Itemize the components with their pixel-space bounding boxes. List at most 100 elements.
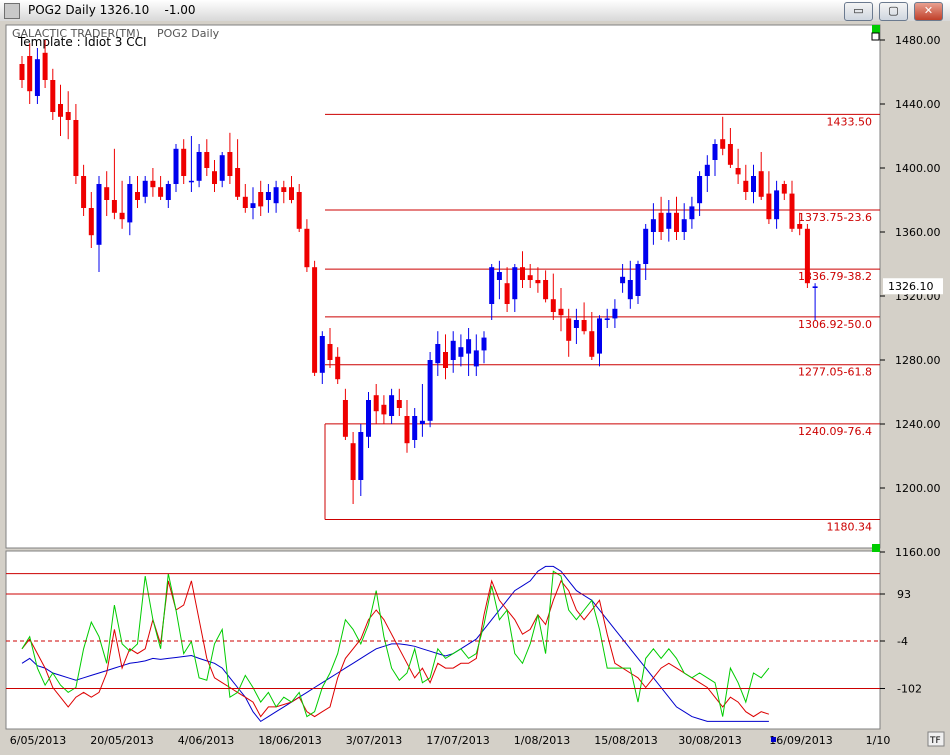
candle-body	[73, 120, 79, 176]
fib-label: 1373.75-23.6	[798, 211, 872, 224]
candle-body	[766, 193, 772, 220]
candle-body	[804, 228, 810, 284]
template-label: Template : Idiot 3 CCI	[17, 35, 147, 49]
date-label: 17/07/2013	[426, 734, 489, 747]
candle-body	[81, 176, 87, 208]
candle-body	[781, 184, 787, 194]
candle-body	[419, 420, 425, 424]
candle-body	[196, 152, 202, 181]
fib-label: 1306.92-50.0	[798, 318, 872, 331]
candle-body	[650, 219, 656, 232]
app-icon[interactable]	[4, 3, 20, 19]
candle-body	[366, 400, 371, 437]
candle-body	[797, 224, 803, 229]
candle-body	[712, 144, 718, 160]
candle-body	[296, 192, 302, 229]
candle-body	[19, 64, 25, 80]
candle-body	[735, 168, 741, 175]
scroll-marker[interactable]	[771, 737, 776, 742]
price-tick-label: 1440.00	[895, 98, 941, 111]
candle-body	[381, 404, 387, 415]
close-button[interactable]: ✕	[914, 2, 943, 21]
candle-body	[235, 168, 241, 197]
candle-body	[789, 193, 795, 229]
candle-body	[96, 184, 102, 245]
candle-body	[304, 228, 310, 268]
candle-body	[373, 395, 379, 412]
cci-tick-label: -102	[897, 682, 922, 695]
fib-levels: 1433.50 1373.75-23.6 1336.79-38.2 1306.92-5…	[324, 113, 880, 533]
pane-toggle-icon[interactable]	[871, 32, 880, 41]
date-label: 1/08/2013	[514, 734, 570, 747]
candle-body	[643, 228, 649, 264]
pane-marker[interactable]	[872, 25, 880, 33]
cci-tick-label: -4	[897, 635, 908, 648]
price-tick-label: 1240.00	[895, 418, 941, 431]
candle-body	[520, 267, 525, 280]
candle-body	[289, 187, 294, 200]
candle-body	[342, 400, 348, 437]
cci-tick-label: 93	[897, 588, 911, 601]
candle-body	[481, 337, 487, 351]
indicator-pane[interactable]	[5, 550, 881, 730]
candle-body	[65, 112, 71, 120]
indicator-marker[interactable]	[872, 544, 880, 552]
candle-body	[327, 344, 333, 360]
candle-body	[620, 276, 626, 284]
candle-body	[119, 212, 125, 220]
price-tick-label: 1360.00	[895, 226, 941, 239]
candle-body	[697, 176, 703, 204]
candle-body	[42, 52, 48, 80]
candle-body	[550, 299, 556, 312]
candle-body	[743, 180, 749, 192]
chart-area[interactable]: GALACTIC TRADER(TM) POG2 Daily Template …	[0, 21, 950, 751]
maximize-button[interactable]: ▢	[879, 2, 908, 21]
candle-body	[358, 432, 364, 480]
candle-body	[466, 339, 472, 354]
tf-button[interactable]	[927, 731, 945, 747]
candle-body	[604, 318, 610, 320]
date-label: 6/05/2013	[10, 734, 66, 747]
date-label: 18/06/2013	[258, 734, 321, 747]
candle-body	[458, 347, 464, 357]
candle-body	[450, 340, 456, 360]
candle-body	[212, 171, 217, 184]
candle-body	[88, 208, 94, 236]
price-tick-label: 1480.00	[895, 34, 941, 47]
candle-body	[312, 267, 318, 373]
candle-body	[504, 283, 510, 304]
candle-body	[627, 280, 633, 300]
minimize-button[interactable]: ▭	[844, 2, 873, 21]
candle-body	[658, 212, 664, 232]
date-label: 4/06/2013	[178, 734, 234, 747]
candle-body	[242, 196, 248, 208]
price-pane[interactable]	[5, 24, 881, 549]
candle-body	[158, 187, 164, 197]
candle-body	[219, 155, 225, 181]
candle-body	[674, 212, 679, 232]
candle-body	[543, 280, 549, 300]
tf-button-label: TF	[929, 736, 941, 746]
candle-body	[265, 192, 271, 200]
symbol-label: POG2 Daily	[157, 27, 220, 40]
candle-body	[50, 80, 56, 112]
candle-body	[58, 104, 63, 117]
candle-body	[774, 190, 780, 220]
candle-body	[512, 267, 518, 300]
date-label: 16/09/2013	[769, 734, 832, 747]
chart-svg[interactable]: GALACTIC TRADER(TM) POG2 Daily Template …	[0, 21, 950, 751]
candle-body	[581, 320, 587, 332]
date-label: 3/07/2013	[346, 734, 402, 747]
candle-body	[135, 192, 140, 200]
candle-body	[489, 267, 495, 304]
current-price-box	[883, 278, 943, 295]
candle-body	[589, 331, 595, 357]
candle-body	[389, 395, 395, 416]
candle-body	[751, 176, 756, 192]
price-axis: 1480.001440.001400.001360.001320.001280.…	[880, 34, 943, 559]
candle-body	[227, 152, 233, 176]
brand-label: GALACTIC TRADER(TM)	[12, 27, 140, 40]
indicator-axis: 93 -4 -102	[6, 573, 922, 695]
fib-label: 1433.50	[827, 115, 873, 128]
fib-label: 1336.79-38.2	[798, 270, 872, 283]
